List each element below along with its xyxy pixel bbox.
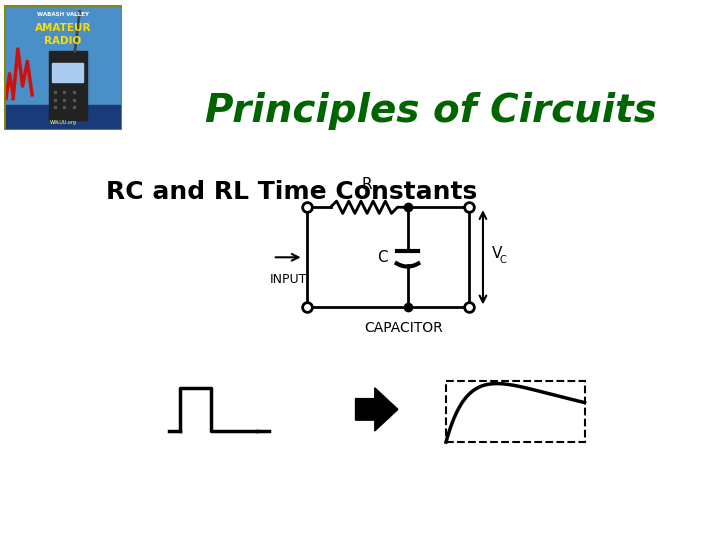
Text: RADIO: RADIO <box>45 36 81 46</box>
Text: C: C <box>377 250 387 265</box>
Text: INPUT: INPUT <box>269 273 307 286</box>
Text: C: C <box>500 255 507 265</box>
Text: V: V <box>492 246 503 261</box>
Text: CAPACITOR: CAPACITOR <box>364 321 443 335</box>
Polygon shape <box>356 388 398 431</box>
Text: RC and RL Time Constants: RC and RL Time Constants <box>106 180 477 204</box>
Bar <box>4 5 122 105</box>
Text: Principles of Circuits: Principles of Circuits <box>204 92 657 130</box>
Bar <box>53 63 84 83</box>
Text: R: R <box>361 177 372 192</box>
Text: WABASH VALLEY: WABASH VALLEY <box>37 11 89 17</box>
Bar <box>4 105 122 130</box>
Text: W9LUU.org: W9LUU.org <box>50 120 76 125</box>
Text: AMATEUR: AMATEUR <box>35 23 91 33</box>
Bar <box>49 51 87 120</box>
Bar <box>446 381 585 442</box>
